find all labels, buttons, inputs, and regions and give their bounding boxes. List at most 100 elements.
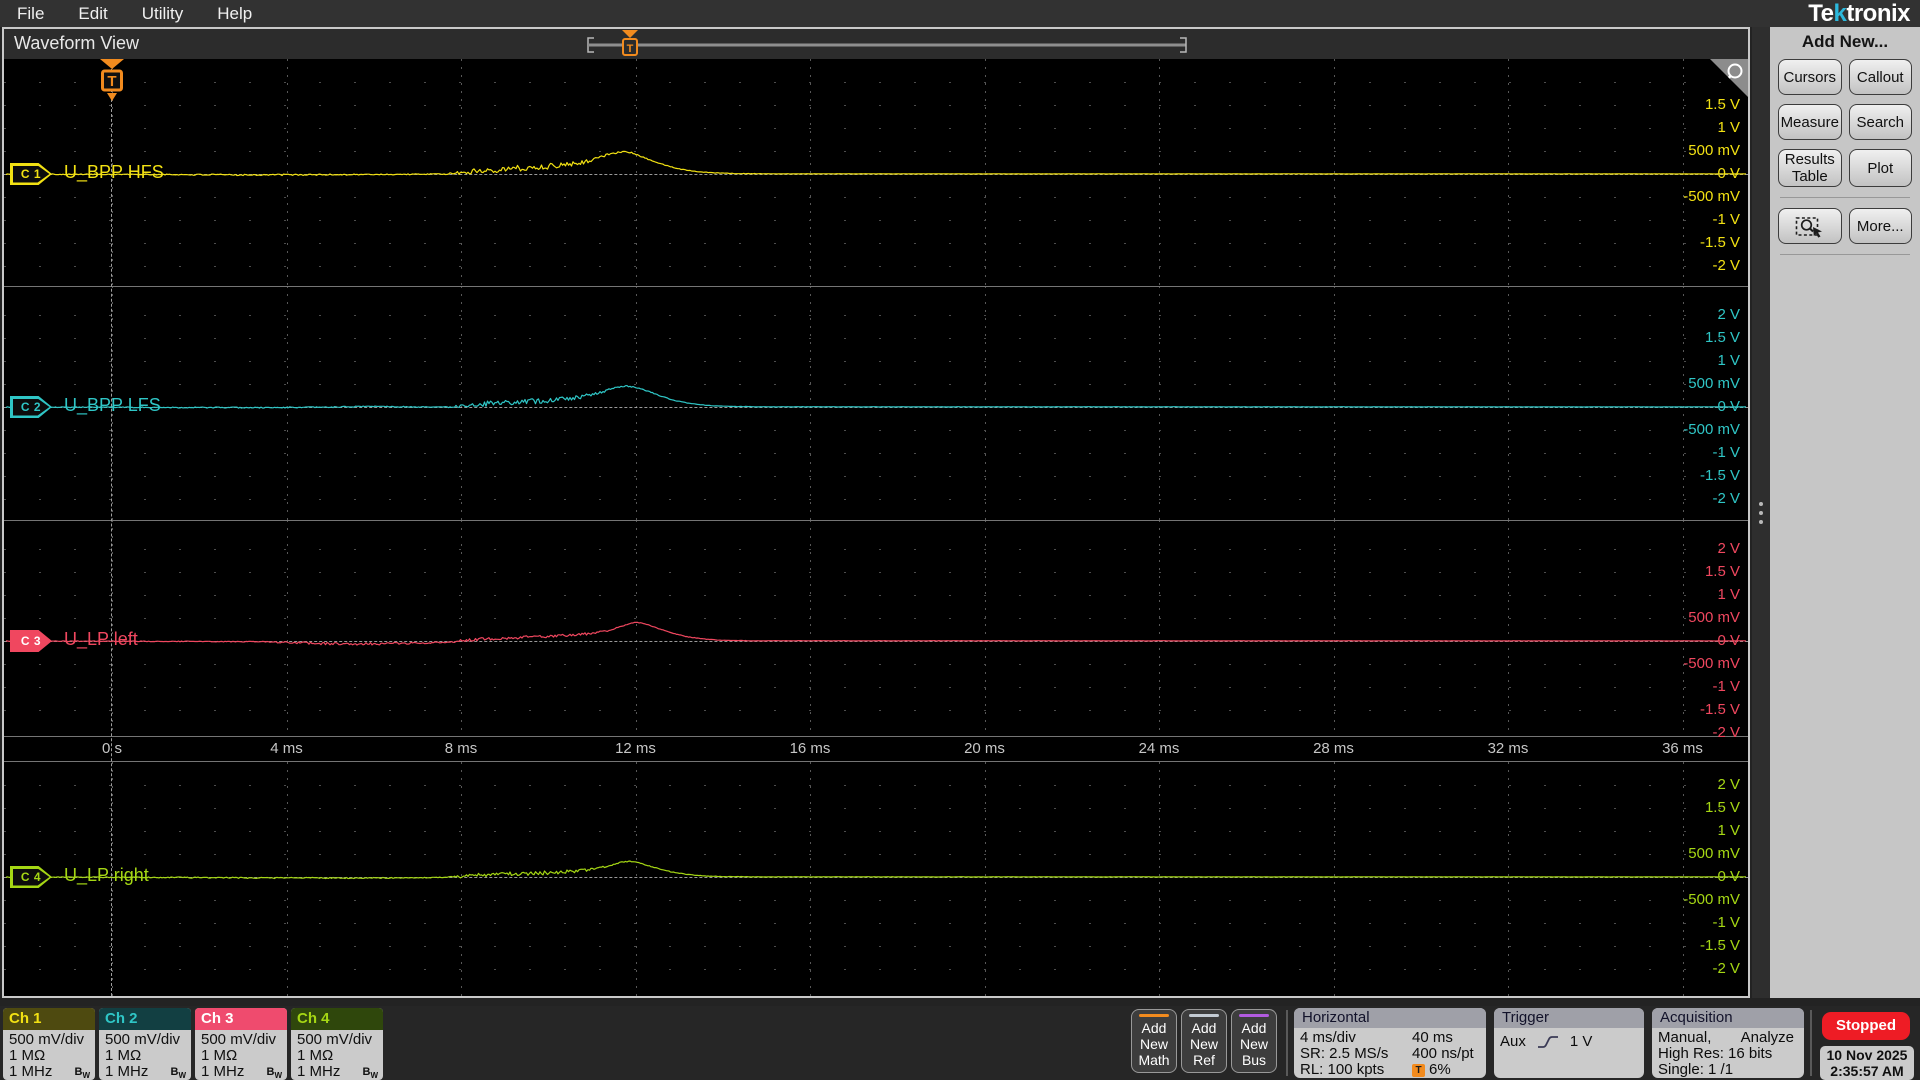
menu-help[interactable]: Help (217, 3, 253, 23)
time-tick-label: 20 ms (964, 740, 1005, 757)
ch1-badge-body: 500 mV/div 1 MΩ 1 MHz BW (3, 1030, 95, 1080)
h-gridline (4, 197, 1748, 198)
menu-edit[interactable]: Edit (78, 3, 108, 23)
trigger-panel[interactable]: Trigger Aux 1 V (1494, 1008, 1644, 1078)
h-gridline (4, 338, 1748, 339)
minimap-trigger-arrow-icon[interactable] (622, 30, 638, 38)
volt-tick-label: 0 V (1717, 398, 1740, 415)
channel-2-badge[interactable]: C 2 (10, 396, 52, 418)
ch3-settings-badge[interactable]: Ch 3 500 mV/div 1 MΩ 1 MHz BW (195, 1008, 287, 1080)
plot-button[interactable]: Plot (1848, 149, 1912, 187)
channel-3-lane: C 3 U_LP left 2 V 1.5 V 1 V 500 mV 0 V -500 mV -… (4, 520, 1748, 741)
cursors-button[interactable]: Cursors (1778, 59, 1842, 95)
horizontal-value: 400 ns/pt (1412, 1045, 1474, 1062)
volt-tick-label: -500 mV (1683, 188, 1740, 205)
zoom-select-button[interactable] (1778, 208, 1842, 244)
time-tick-label: 32 ms (1487, 740, 1529, 757)
ch4-badge-body: 500 mV/div 1 MΩ 1 MHz BW (291, 1030, 383, 1080)
callout-button[interactable]: Callout (1848, 59, 1912, 95)
volt-tick-label: 500 mV (1688, 845, 1740, 862)
v-gridline (1508, 59, 1509, 286)
minimap-trigger-badge[interactable] (622, 38, 638, 56)
run-stop-status-button[interactable]: Stopped (1822, 1012, 1910, 1040)
panel-divider (1780, 254, 1910, 255)
v-gridline (1333, 520, 1335, 736)
time-tick-label: 12 ms (615, 740, 656, 757)
bandwidth-limit-icon: BW (170, 1066, 186, 1080)
add-new-math-button[interactable]: Add New Math (1131, 1009, 1177, 1073)
volt-tick-label: 0 V (1717, 868, 1740, 885)
volt-tick-label: 1 V (1717, 352, 1740, 369)
v-gridline (1159, 520, 1160, 736)
h-gridline (4, 82, 1748, 83)
channel-1-name: U_BPP HFS (64, 162, 164, 182)
button-label-line: New (1189, 1036, 1218, 1052)
v-gridline (1682, 762, 1684, 996)
add-new-ref-button[interactable]: Add New Ref (1181, 1009, 1227, 1073)
lane-separator (4, 520, 1748, 521)
badge-setting-value: 500 mV/div (201, 1031, 277, 1048)
v-gridline (1333, 286, 1335, 520)
v-gridline (461, 520, 462, 736)
time-tick-label: 24 ms (1138, 740, 1180, 757)
logo-k: k (1833, 0, 1847, 27)
zero-volt-baseline (4, 407, 1748, 408)
ch2-badge-body: 500 mV/div 1 MΩ 1 MHz BW (99, 1030, 191, 1080)
ch2-settings-badge[interactable]: Ch 2 500 mV/div 1 MΩ 1 MHz BW (99, 1008, 191, 1080)
h-gridline (4, 315, 1748, 316)
badge-setting-line: 500 mV/div (9, 1032, 90, 1048)
v-gridline (810, 520, 811, 736)
ch2-badge-header: Ch 2 (99, 1008, 191, 1030)
volt-tick-label: 1.5 V (1704, 96, 1740, 113)
handle-dot (1759, 501, 1763, 506)
ch1-settings-badge[interactable]: Ch 1 500 mV/div 1 MΩ 1 MHz BW (3, 1008, 95, 1080)
v-gridline (1508, 762, 1509, 996)
ch4-settings-badge[interactable]: Ch 4 500 mV/div 1 MΩ 1 MHz BW (291, 1008, 383, 1080)
acquisition-panel[interactable]: Acquisition Manual, Analyze High Res: 16… (1652, 1008, 1804, 1078)
channel-4-badge[interactable]: C 4 (10, 866, 52, 888)
minimap-right-bracket (1180, 37, 1187, 53)
results-table-button[interactable]: Results Table (1778, 149, 1842, 187)
h-gridline (4, 430, 1748, 431)
v-gridline (286, 286, 288, 520)
search-button[interactable]: Search (1848, 104, 1912, 140)
accent-bar (1139, 1014, 1169, 1017)
lane-separator (4, 286, 1748, 287)
add-new-bus-button[interactable]: Add New Bus (1231, 1009, 1277, 1073)
h-gridline (4, 361, 1748, 362)
horizontal-panel-body: 4 ms/div 40 ms SR: 2.5 MS/s 400 ns/pt RL: 10… (1294, 1028, 1486, 1078)
v-gridline (1333, 59, 1335, 286)
tektronix-logo: Tektronix (1808, 0, 1910, 27)
panel-resize-handle[interactable] (1752, 27, 1770, 998)
more-button[interactable]: More... (1848, 208, 1912, 244)
channel-1-badge[interactable]: C 1 (10, 163, 52, 185)
bottom-divider (1810, 1010, 1812, 1076)
menu-file[interactable]: File (17, 3, 45, 23)
channel-3-badge[interactable]: C 3 (10, 630, 52, 652)
v-gridline (984, 762, 986, 996)
trigger-pointer-icon (107, 93, 117, 101)
horizontal-panel[interactable]: Horizontal 4 ms/div 40 ms SR: 2.5 MS/s 400 … (1294, 1008, 1486, 1078)
badge-setting-line: 1 MΩ (105, 1048, 186, 1064)
v-gridline (286, 59, 288, 286)
horizontal-position-minimap[interactable]: T (582, 29, 1194, 59)
measure-button[interactable]: Measure (1778, 104, 1842, 140)
menu-utility[interactable]: Utility (141, 3, 184, 23)
v-gridline (112, 286, 113, 520)
h-gridline (4, 128, 1748, 129)
v-gridline (810, 59, 811, 286)
waveform-trace-ch4 (5, 860, 1746, 880)
horizontal-row: SR: 2.5 MS/s 400 ns/pt (1300, 1046, 1480, 1062)
volt-tick-label: -1.5 V (1699, 701, 1740, 718)
badge-setting-value: 500 mV/div (9, 1031, 85, 1048)
ch1-badge-header: Ch 1 (3, 1008, 95, 1030)
panel-divider (1780, 197, 1910, 198)
trigger-position-line (111, 59, 112, 996)
trigger-marker[interactable]: T (99, 59, 125, 110)
volt-tick-label: -2 V (1712, 724, 1740, 741)
h-gridline (4, 785, 1748, 786)
handle-dot (1759, 510, 1763, 515)
h-gridline (4, 549, 1748, 550)
badge-setting-line: 1 MHz BW (9, 1063, 90, 1080)
badge-setting-line: 1 MHz BW (105, 1063, 186, 1080)
